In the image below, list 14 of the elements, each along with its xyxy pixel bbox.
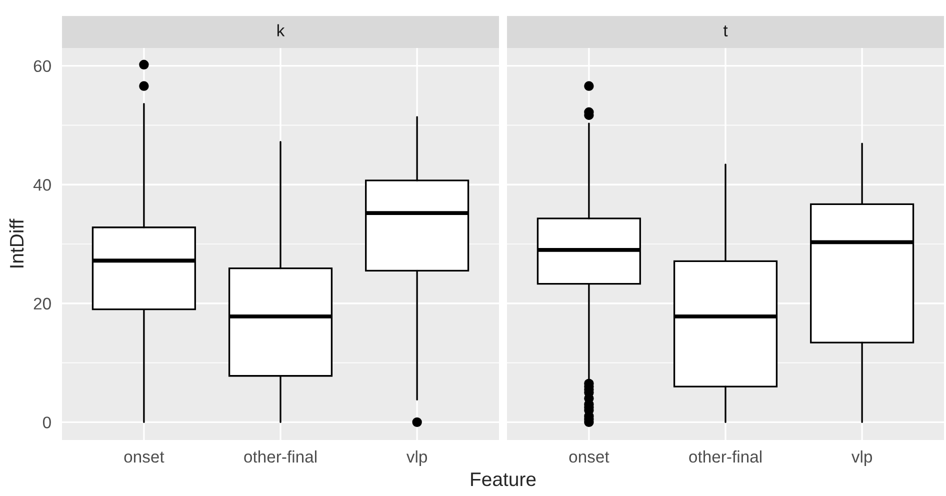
- chart-title: t: [723, 26, 728, 36]
- y-tick-label: 0: [42, 416, 51, 428]
- x-tick-label: other-final: [244, 450, 316, 463]
- y-axis-title: IntDiff: [9, 218, 24, 268]
- y-tick-label: 40: [33, 179, 51, 191]
- x-axis-title: Feature: [471, 472, 536, 486]
- x-tick-label: other-final: [689, 450, 762, 463]
- x-tick-label: vlp: [851, 450, 872, 466]
- x-tick-label: vlp: [406, 450, 428, 466]
- chart-title: k: [277, 24, 285, 36]
- y-tick-label: 60: [34, 60, 51, 72]
- x-tick-label: onset: [569, 452, 610, 463]
- y-tick-label: 20: [34, 298, 51, 310]
- x-tick-label: onset: [124, 452, 164, 463]
